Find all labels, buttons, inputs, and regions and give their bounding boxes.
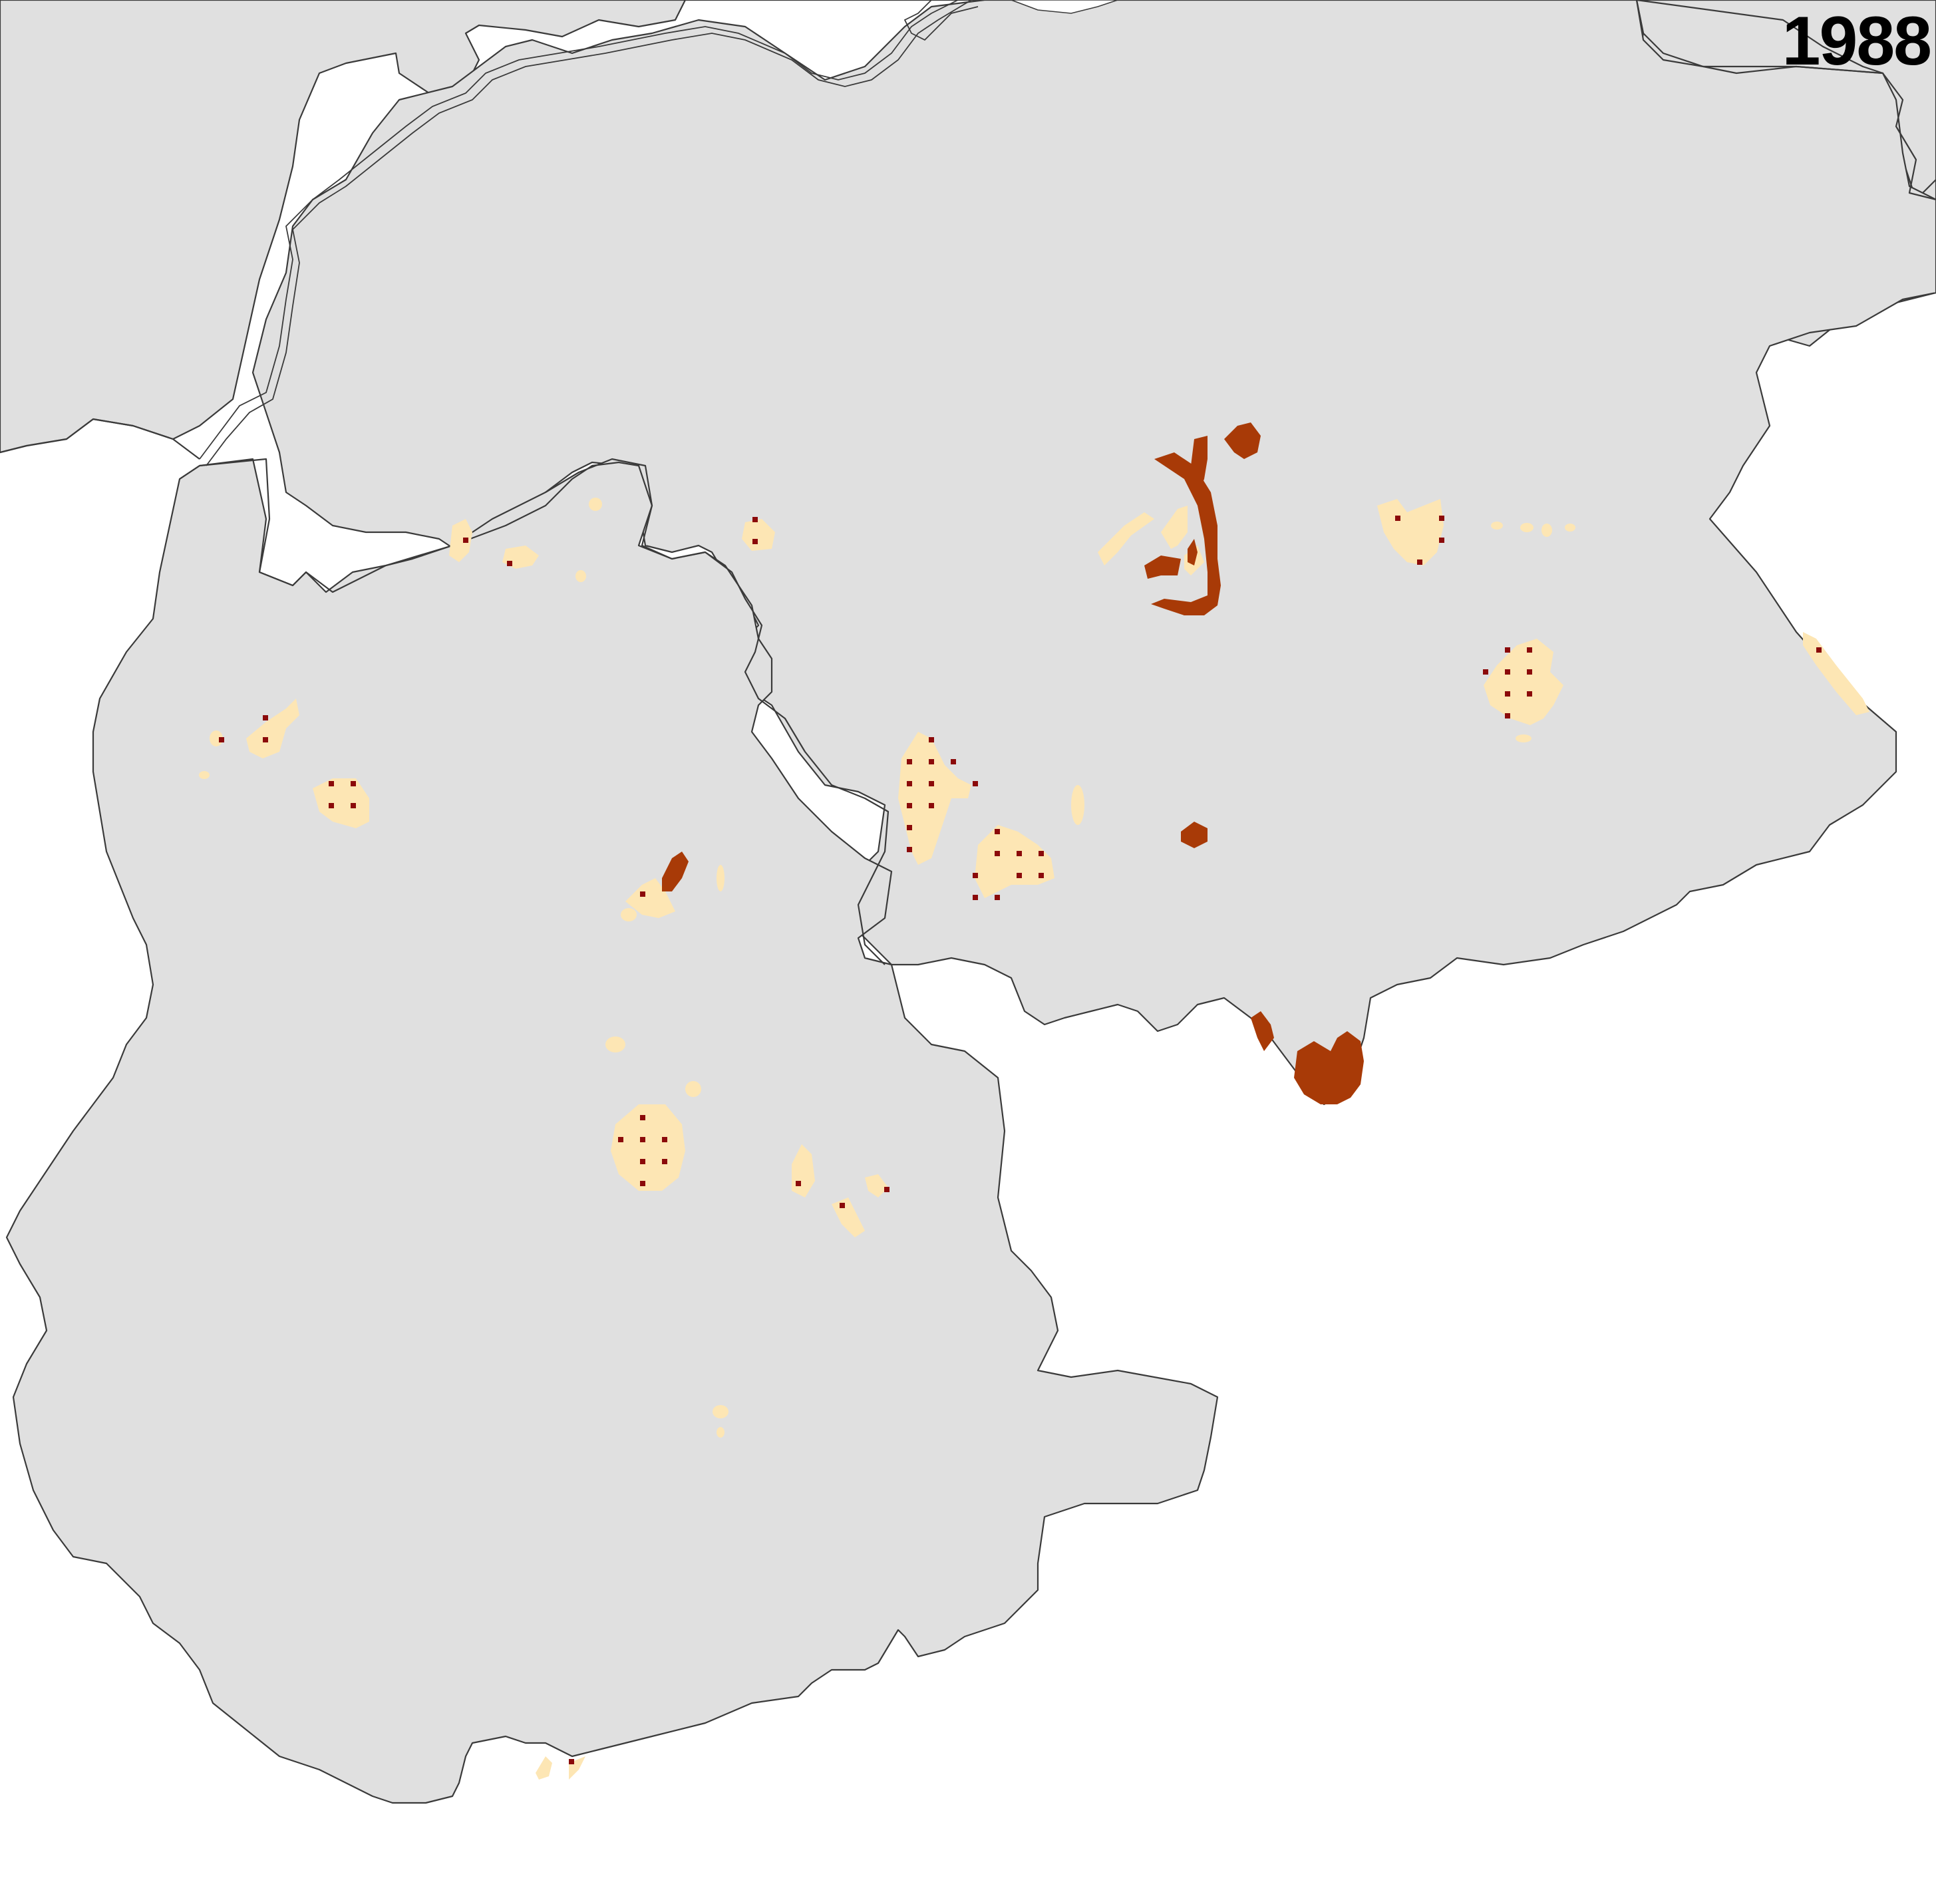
dot [1439, 516, 1444, 521]
light-patch [1491, 522, 1503, 530]
year-label: 1988 [1782, 7, 1931, 76]
dot [662, 1159, 667, 1164]
light-patch [575, 570, 586, 582]
dot [995, 895, 1000, 900]
dot [329, 781, 334, 786]
dot [973, 873, 978, 878]
dot [995, 851, 1000, 856]
dot [640, 1181, 645, 1186]
light-patch [1565, 524, 1575, 532]
dot [907, 759, 912, 764]
dot [973, 895, 978, 900]
dot [640, 1137, 645, 1142]
light-patch [621, 908, 637, 921]
light-patch [605, 1036, 625, 1052]
dot [907, 803, 912, 808]
dot [1505, 691, 1510, 697]
dot [995, 829, 1000, 834]
light-patch [1520, 523, 1533, 532]
light-patch [1071, 785, 1084, 825]
dot [351, 781, 356, 786]
dot [796, 1181, 801, 1186]
dot [640, 891, 645, 897]
dot [618, 1137, 623, 1142]
light-patch [1516, 734, 1532, 742]
dot [1527, 691, 1532, 697]
dot [463, 538, 468, 543]
dot [884, 1187, 889, 1192]
dot [951, 759, 956, 764]
light-patch [717, 865, 725, 891]
dot [1527, 647, 1532, 653]
dot [1417, 559, 1422, 565]
light-patch [685, 1081, 701, 1097]
light-patch [199, 771, 210, 779]
light-patch [589, 498, 602, 511]
dot [662, 1137, 667, 1142]
dot [1395, 516, 1400, 521]
dot [569, 1759, 574, 1764]
light-patch [717, 1427, 725, 1438]
dot [1816, 647, 1822, 653]
dot [329, 803, 334, 808]
dot [1505, 647, 1510, 653]
dot [1483, 669, 1488, 675]
dot [640, 1159, 645, 1164]
dot [907, 781, 912, 786]
dot [1505, 669, 1510, 675]
light-patch [713, 1405, 728, 1418]
dot [840, 1203, 845, 1208]
dot [907, 847, 912, 852]
dot [752, 517, 758, 522]
dot [929, 803, 934, 808]
dot [263, 737, 268, 742]
dot [1439, 538, 1444, 543]
dot [907, 825, 912, 830]
dot [640, 1115, 645, 1120]
dot [1039, 873, 1044, 878]
dot [1039, 851, 1044, 856]
dot [1505, 713, 1510, 718]
dot [929, 737, 934, 742]
light-patch [536, 1756, 552, 1780]
dot [929, 781, 934, 786]
dot [263, 715, 268, 720]
dot [351, 803, 356, 808]
dot [1527, 669, 1532, 675]
dot [219, 737, 224, 742]
dot [752, 539, 758, 544]
dot [929, 759, 934, 764]
dot [507, 561, 512, 566]
dot [1017, 851, 1022, 856]
dot [1017, 873, 1022, 878]
light-patch [1541, 524, 1552, 537]
dot [973, 781, 978, 786]
